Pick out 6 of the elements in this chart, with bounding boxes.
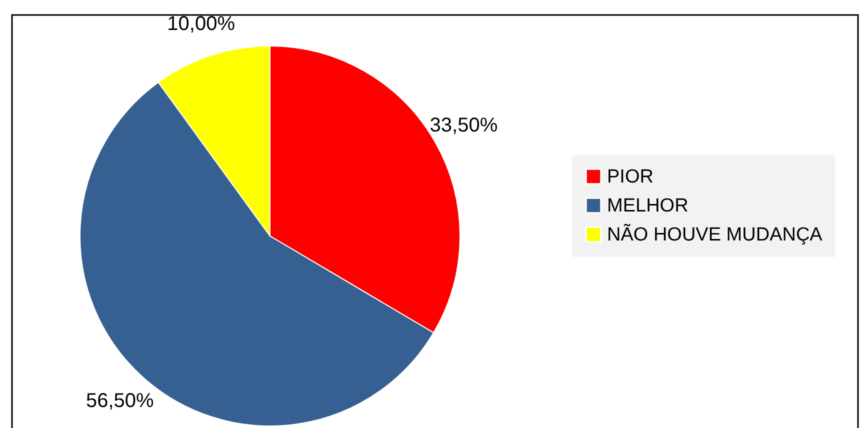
legend-label: NÃO HOUVE MUDANÇA [607,224,823,246]
data-label: 10,00% [167,12,236,35]
data-label: 56,50% [86,390,154,412]
legend-label: MELHOR [607,196,688,216]
legend-label: PIOR [607,166,654,188]
data-label: 33,50% [430,114,498,137]
